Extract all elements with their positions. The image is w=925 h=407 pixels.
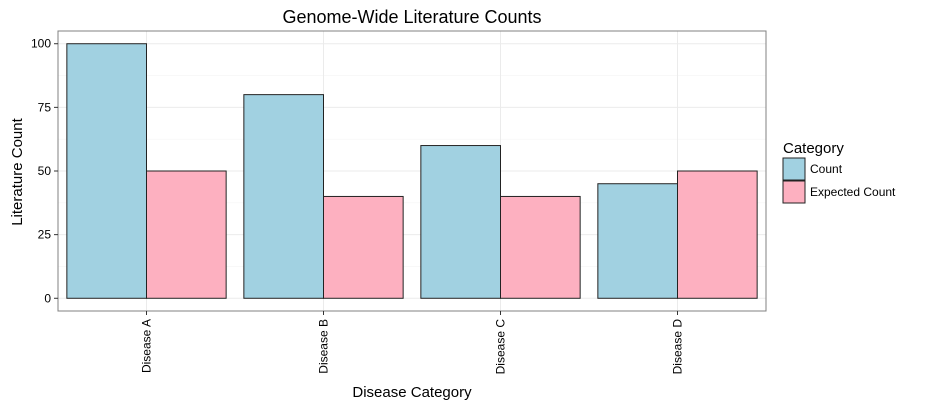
y-tick-label: 75 — [38, 100, 52, 114]
bar-count-1 — [66, 43, 147, 299]
x-tick-label: Disease A — [140, 319, 154, 373]
bar-count-2 — [243, 94, 325, 299]
x-tick-label: Disease C — [494, 319, 508, 375]
legend: Category Count Expected Count — [782, 140, 896, 204]
x-axis: Disease A Disease B Disease C Disease D — [140, 311, 685, 374]
y-tick-label: 0 — [44, 291, 51, 305]
x-tick-label: Disease B — [317, 319, 331, 374]
y-axis-title: Literature Count — [9, 117, 26, 225]
x-axis-title: Disease Category — [352, 384, 472, 401]
y-tick-label: 100 — [31, 37, 51, 51]
legend-label-1: Count — [810, 162, 843, 176]
y-axis: 0 25 50 75 100 — [31, 37, 58, 305]
plot-panel — [57, 30, 767, 312]
legend-label-2: Expected Count — [810, 185, 896, 199]
legend-title: Category — [783, 140, 844, 157]
legend-key-1 — [782, 157, 806, 181]
chart-title: Genome-Wide Literature Counts — [282, 7, 541, 27]
bar-count-4 — [597, 183, 678, 299]
bar-expected-count-1 — [146, 170, 227, 299]
legend-key-2 — [782, 180, 806, 204]
bar-expected-count-4 — [677, 170, 758, 299]
y-tick-label: 25 — [38, 228, 52, 242]
x-tick-label: Disease D — [671, 319, 685, 375]
bar-expected-count-3 — [500, 195, 581, 299]
bar-expected-count-2 — [323, 195, 404, 299]
bar-count-3 — [420, 145, 502, 299]
y-tick-label: 50 — [38, 164, 52, 178]
